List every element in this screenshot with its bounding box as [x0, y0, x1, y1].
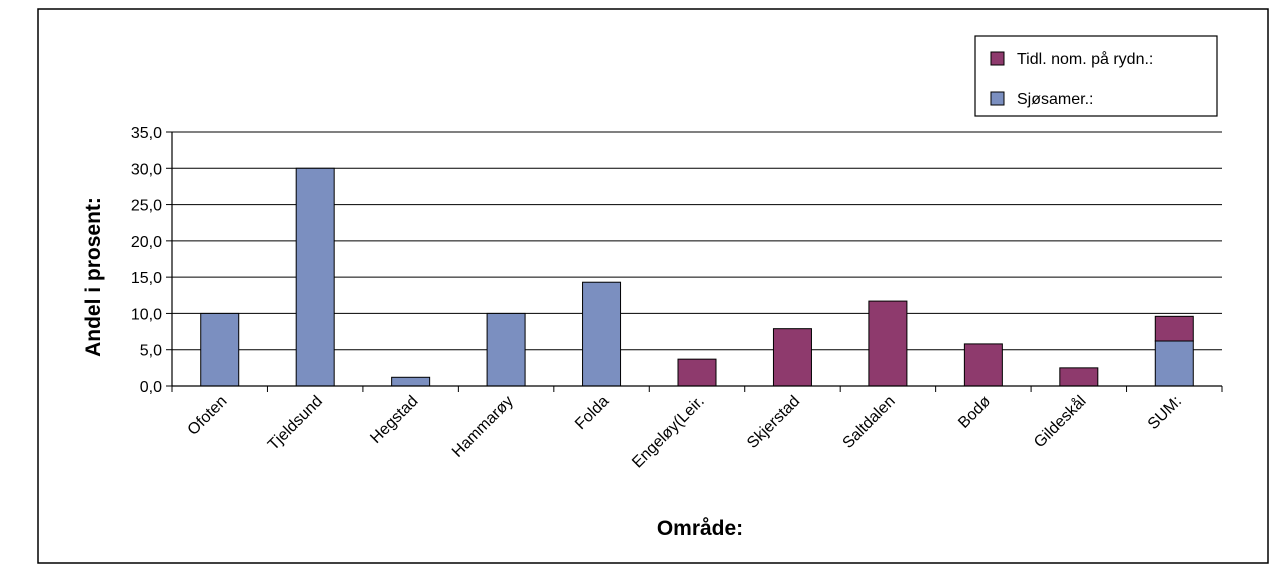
y-tick-label: 5,0 — [140, 343, 162, 360]
y-tick-label: 10,0 — [131, 306, 162, 323]
bar-sjosamer — [1154, 340, 1194, 387]
bar-tidl — [1059, 367, 1099, 387]
bar-tidl — [677, 358, 717, 387]
bar-sjosamer — [295, 167, 335, 387]
y-tick-label: 25,0 — [131, 198, 162, 215]
legend-label-tidl: Tidl. nom. på rydn.: — [1017, 50, 1153, 68]
y-axis-title: Andel i prosent: — [82, 197, 105, 357]
y-tick-label: 20,0 — [131, 234, 162, 251]
bar-tidl — [963, 343, 1003, 387]
bar-sjosamer — [200, 312, 240, 387]
y-tick-label: 15,0 — [131, 270, 162, 287]
legend-swatch-tidl — [990, 51, 1005, 66]
bar-tidl — [1154, 315, 1194, 342]
y-tick-label: 35,0 — [131, 125, 162, 142]
legend: Tidl. nom. på rydn.: Sjøsamer.: — [974, 35, 1218, 117]
bar-sjosamer — [391, 376, 431, 387]
bar-tidl — [868, 300, 908, 387]
legend-label-sjosamer: Sjøsamer.: — [1017, 91, 1093, 108]
bar-sjosamer — [486, 312, 526, 387]
y-tick-labels: 0,0 5,0 10,0 15,0 20,0 25,0 30,0 35,0 — [131, 125, 162, 396]
bars — [200, 167, 1194, 387]
axes — [171, 132, 1223, 392]
legend-box — [974, 35, 1218, 117]
y-tick-label: 30,0 — [131, 161, 162, 178]
y-tick-label: 0,0 — [140, 379, 162, 396]
bar-sjosamer — [582, 281, 622, 387]
legend-swatch-sjosamer — [990, 91, 1005, 106]
bar-tidl — [772, 328, 812, 387]
x-axis-title: Område: — [657, 517, 743, 540]
